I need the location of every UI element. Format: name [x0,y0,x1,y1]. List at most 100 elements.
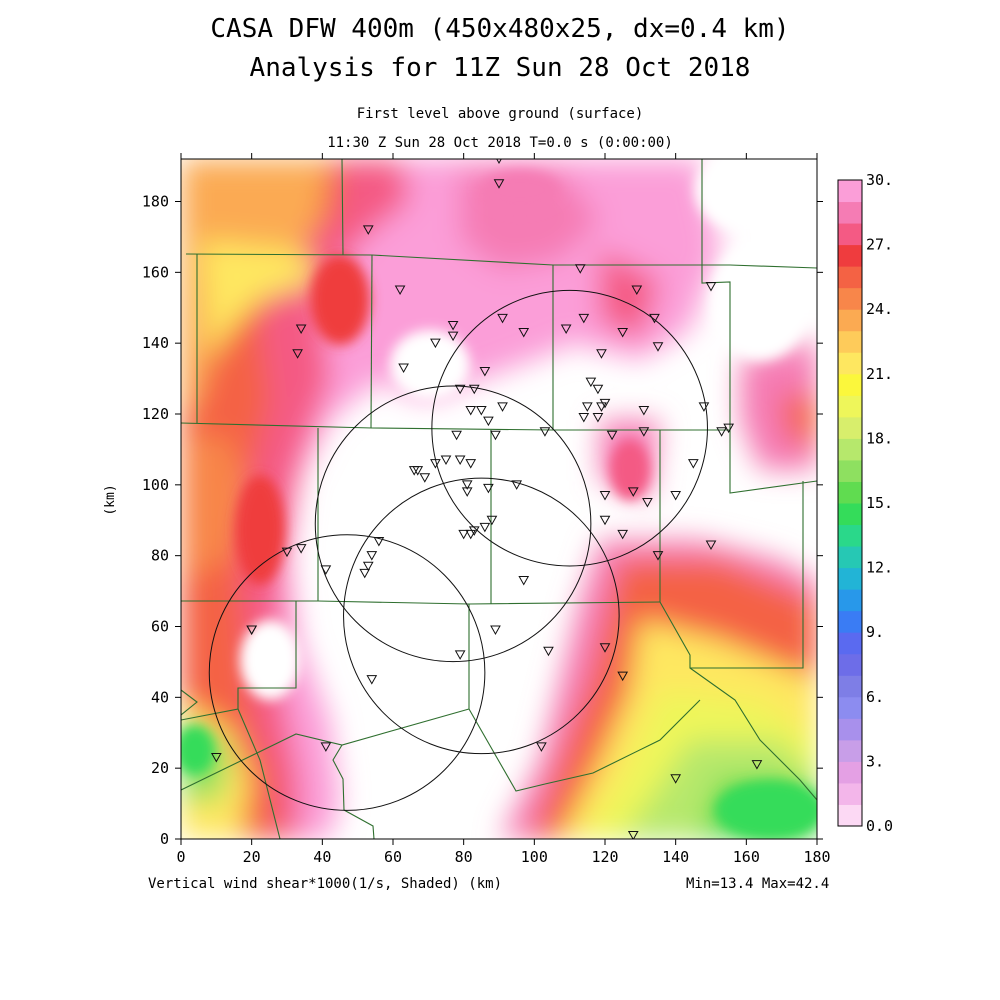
station-marker-icon [490,625,501,636]
station-marker-icon [592,384,604,395]
station-marker-icon [617,529,629,540]
colorbar-swatch [838,589,862,612]
station-marker-icon [430,338,441,349]
station-marker-icon [447,331,459,342]
station-marker-icon [539,427,551,437]
station-marker-icon [723,423,735,434]
station-marker-icon [652,342,664,352]
station-marker-icon [497,313,508,324]
colorbar-swatch [838,567,862,590]
station-marker-icon [479,367,491,377]
station-marker-icon [627,487,639,497]
station-marker-icon [362,561,374,572]
station-markers [210,159,763,839]
colorbar-swatch [838,201,862,224]
colorbar-label: 12. [866,559,893,577]
station-marker-icon [560,324,572,335]
map-valid-time: 11:30 Z Sun 28 Oct 2018 T=0.0 s (0:00:00… [327,135,673,151]
station-marker-icon [617,328,629,338]
radar-range-ring [314,385,592,663]
colorbar-frame [837,179,863,827]
station-marker-icon [281,547,293,558]
station-marker-icon [246,625,258,636]
station-marker-icon [638,427,650,437]
x-tick-label: 160 [733,848,760,866]
x-tick-label: 20 [243,848,261,866]
colorbar-swatch [838,223,862,246]
station-marker-icon [210,753,222,763]
radar-range-ring [431,289,708,567]
station-marker-icon [578,313,590,324]
station-marker-icon [458,529,470,540]
colorbar-swatch [838,481,862,504]
county-boundaries [181,159,817,839]
x-tick-label: 60 [384,848,402,866]
x-axis: 0 20 40 60 80 100 120 140 160 180 [176,153,831,866]
station-marker-icon [606,430,618,441]
station-marker-icon [592,413,604,423]
station-marker-icon [320,742,332,752]
colorbar-swatch [838,395,862,418]
station-marker-icon [486,515,498,526]
station-marker-icon [638,405,650,416]
station-marker-icon [408,466,420,476]
station-marker-icon [652,551,664,561]
station-marker-icon [497,402,508,412]
station-marker-icon [468,384,480,395]
colorbar-swatch [838,287,862,310]
station-marker-icon [599,643,611,653]
station-marker-icon [493,179,505,189]
colorbar: 0.0 3. 6. 9. 12. 15. 18. 21. 24. 27. 30. [837,171,893,835]
station-marker-icon [465,405,477,416]
colorbar-swatch [838,739,862,762]
y-tick-label: 180 [142,193,169,211]
colorbar-swatch [838,718,862,741]
colorbar-swatch [838,610,862,633]
colorbar-label: 15. [866,494,893,512]
station-marker-icon [398,363,409,373]
y-tick-label: 120 [142,405,169,423]
station-marker-icon [578,413,590,423]
colorbar-swatch [838,266,862,289]
radar-range-ring [343,477,620,755]
station-marker-icon [454,384,466,395]
station-marker-icon [670,490,682,501]
station-marker-icon [511,480,523,490]
y-axis-title: (km) [103,484,118,515]
colorbar-swatch [838,782,862,805]
station-marker-icon [687,459,699,469]
station-marker-icon [454,650,466,660]
station-marker-icon [574,264,586,274]
radar-range-ring [208,534,486,811]
radar-range-rings [208,289,708,811]
map-subtitle: First level above ground (surface) [356,106,644,122]
station-marker-icon [479,522,491,533]
x-tick-label: 100 [521,848,548,866]
y-tick-label: 140 [142,334,169,352]
colorbar-label: 30. [866,171,893,189]
colorbar-swatch [838,180,862,203]
station-marker-icon [596,349,607,359]
station-marker-icon [585,377,597,388]
colorbar-label: 0.0 [866,817,893,835]
station-marker-icon [295,324,307,335]
station-marker-icon [320,565,332,575]
colorbar-swatch [838,309,862,332]
colorbar-swatch [838,459,862,482]
colorbar-swatch [838,330,862,353]
station-marker-icon [475,405,487,416]
station-marker-icon [362,225,374,235]
station-marker-icon [536,742,547,752]
y-tick-label: 40 [151,688,169,706]
station-marker-icon [465,459,477,469]
map-title: CASA DFW 400m (450x480x25, dx=0.4 km) [210,14,790,44]
station-marker-icon [617,671,629,682]
station-marker-icon [373,537,385,547]
station-marker-icon [599,398,611,409]
station-marker-icon [447,320,459,331]
colorbar-swatch [838,524,862,547]
colorbar-label: 6. [866,688,884,706]
x-tick-label: 180 [803,848,830,866]
station-marker-icon [440,455,452,466]
